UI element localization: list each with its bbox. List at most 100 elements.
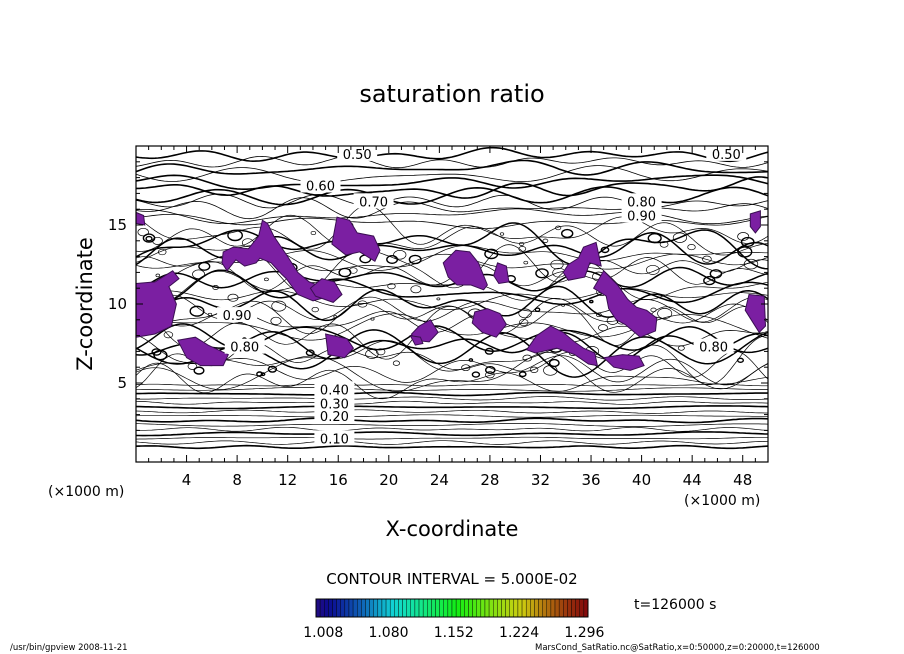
- contour-loop: [267, 365, 278, 373]
- colorbar-cell: [402, 598, 407, 618]
- contour-label-bg: [337, 146, 378, 161]
- contour-label: 0.50: [343, 148, 372, 163]
- contour-loop: [410, 285, 422, 294]
- contour-line: [136, 297, 768, 335]
- contour-label-bg: [353, 193, 394, 209]
- contour-label-bg: [621, 207, 662, 223]
- contour-loop: [550, 259, 564, 270]
- contour-loop: [145, 235, 153, 242]
- colorbar-cell: [517, 598, 523, 618]
- colorbar-cell: [563, 598, 568, 618]
- contour-line: [136, 362, 768, 400]
- contour-loop: [650, 307, 657, 313]
- contour-label: 0.50: [712, 148, 741, 163]
- contour-line: [136, 208, 768, 225]
- contour-label-bg: [621, 193, 662, 209]
- colorbar-cell: [464, 598, 469, 618]
- supersaturated-region: [493, 262, 510, 285]
- contour-line: [136, 396, 768, 401]
- contour-line: [136, 391, 768, 397]
- contour-loop: [187, 362, 198, 370]
- contour-loop: [256, 371, 264, 377]
- supersaturated-region: [471, 308, 508, 338]
- contour-label: 0.80: [627, 195, 656, 210]
- contour-loop: [436, 297, 441, 301]
- contour-label-bg: [693, 338, 734, 354]
- contour-label-bg: [224, 338, 265, 354]
- colorbar-cell: [394, 598, 399, 618]
- contour-loop: [522, 354, 533, 362]
- contour-loop: [646, 264, 660, 275]
- colorbar-tick-label: 1.152: [434, 625, 474, 641]
- contour-label-bg: [217, 307, 258, 323]
- colorbar-cell: [542, 598, 547, 618]
- contour-line: [136, 186, 768, 206]
- supersaturated-regions: [136, 210, 767, 371]
- colorbar-cell: [373, 598, 379, 618]
- colorbar-cell: [575, 598, 580, 618]
- colorbar-cell: [369, 598, 374, 618]
- colorbar-cell: [571, 598, 576, 618]
- colorbar-cell: [455, 598, 461, 618]
- colorbar-cell: [431, 598, 436, 618]
- x-tick-label: 36: [581, 471, 600, 489]
- footer-left: /usr/bin/gpview 2008-11-21: [10, 643, 128, 653]
- contour-labels: 0.100.200.300.400.50 0.500.600.70 0.800.90…: [217, 146, 747, 447]
- contour-line: [136, 405, 768, 410]
- contour-loop: [561, 303, 565, 307]
- supersaturated-region: [525, 325, 599, 367]
- supersaturated-region: [744, 293, 767, 334]
- colorbar-cell: [410, 598, 416, 618]
- contour-loop: [392, 360, 400, 366]
- colorbar-cell: [336, 598, 341, 618]
- contour-loop: [198, 261, 211, 271]
- contour-loop: [518, 371, 527, 378]
- contour-loop: [137, 227, 149, 237]
- contour-loop: [207, 312, 213, 317]
- supersaturated-region: [309, 278, 343, 303]
- contour-line: [136, 197, 768, 220]
- contour-line: [136, 409, 768, 414]
- contour-label-bg: [706, 146, 747, 161]
- y-tick-label: 15: [108, 216, 127, 234]
- contour-loop: [600, 246, 610, 254]
- x-tick-label: 40: [632, 471, 651, 489]
- colorbar-cell: [344, 598, 350, 618]
- contour-line: [136, 431, 768, 437]
- colorbar-cell: [530, 598, 535, 618]
- colorbar-cell: [348, 598, 354, 618]
- contour-loop: [311, 306, 319, 313]
- contour-line: [136, 426, 768, 432]
- colorbar-cell: [509, 598, 515, 618]
- contour-loop: [677, 345, 685, 351]
- colorbar-cell: [319, 598, 325, 618]
- footer-right: MarsCond_SatRatio.nc@SatRatio,x=0:50000,…: [535, 643, 820, 653]
- contour-loop: [393, 250, 407, 260]
- colorbar-cell: [583, 598, 589, 618]
- contour-loop: [737, 357, 745, 363]
- colorbar-cell: [538, 598, 543, 618]
- y-tick-label: 10: [108, 295, 127, 313]
- contour-loop: [596, 312, 602, 318]
- contour-line: [136, 355, 768, 386]
- colorbar-cell: [554, 598, 560, 618]
- contour-loop: [534, 307, 541, 313]
- colorbar-tick-label: 1.080: [368, 625, 408, 641]
- contour-loop: [485, 371, 495, 379]
- contour-loop: [743, 258, 759, 270]
- contour-loop: [163, 331, 174, 339]
- colorbar-cell: [414, 598, 420, 618]
- x-unit-label-right: (×1000 m): [684, 493, 760, 509]
- contour-line: [136, 334, 768, 386]
- colorbar-cell: [389, 598, 395, 618]
- contour-line: [136, 285, 768, 322]
- x-unit-label-left: (×1000 m): [48, 484, 124, 500]
- contour-loop: [702, 255, 712, 263]
- colorbar-cell: [460, 598, 465, 618]
- contour-loop: [484, 248, 499, 260]
- contour-loop: [357, 300, 368, 308]
- x-tick-label: 8: [232, 471, 242, 489]
- contour-line: [136, 146, 768, 163]
- colorbar-cell: [332, 598, 337, 618]
- contour-line: [136, 174, 768, 190]
